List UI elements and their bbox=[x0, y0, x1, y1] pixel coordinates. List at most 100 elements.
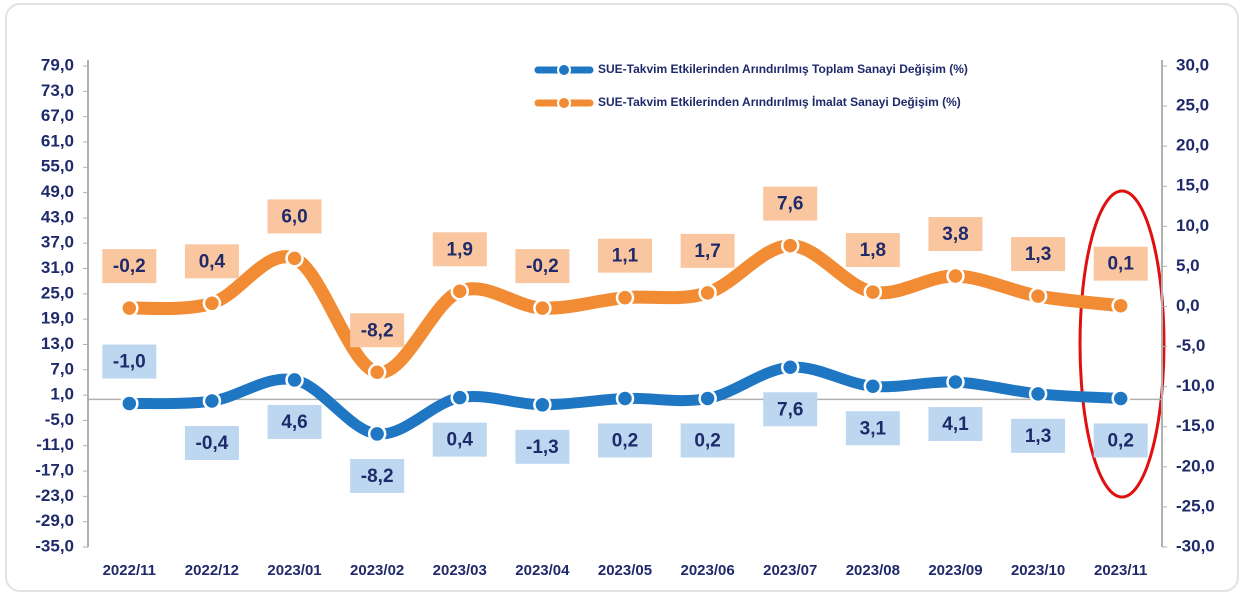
data-label: 4,6 bbox=[281, 412, 307, 433]
y2-tick-label: 25,0 bbox=[1176, 96, 1209, 115]
label-box bbox=[928, 217, 983, 252]
point bbox=[1111, 296, 1130, 315]
y-tick-label: 25,0 bbox=[41, 283, 74, 302]
label-box bbox=[184, 426, 239, 461]
point bbox=[367, 362, 387, 382]
label-box bbox=[680, 423, 735, 458]
y-tick-label: 55,0 bbox=[41, 157, 74, 176]
point bbox=[863, 282, 883, 302]
data-label: 6,0 bbox=[281, 206, 307, 227]
y2-tick-label: -5,0 bbox=[1176, 336, 1205, 355]
point bbox=[780, 358, 800, 377]
y-tick-label: 31,0 bbox=[41, 258, 74, 277]
y-tick-label: 7,0 bbox=[50, 359, 74, 378]
x-tick-label: 2023/09 bbox=[928, 562, 982, 579]
point bbox=[120, 298, 139, 318]
y-tick-label: 19,0 bbox=[41, 309, 74, 328]
data-label: 1,7 bbox=[694, 241, 720, 262]
point bbox=[698, 389, 717, 408]
data-label: 3,8 bbox=[942, 224, 968, 245]
data-label: 1,8 bbox=[860, 240, 886, 261]
y2-tick-label: -25,0 bbox=[1176, 496, 1215, 515]
label-box bbox=[763, 186, 818, 221]
data-label: 0,4 bbox=[199, 251, 226, 272]
point bbox=[120, 394, 139, 413]
y-tick-label: 61,0 bbox=[41, 131, 74, 150]
data-label: 1,3 bbox=[1025, 426, 1051, 447]
label-box bbox=[1011, 237, 1066, 272]
x-tick-label: 2023/05 bbox=[598, 562, 652, 579]
y2-tick-label: -15,0 bbox=[1176, 416, 1215, 435]
y-tick-label: 37,0 bbox=[41, 233, 74, 252]
point bbox=[533, 298, 552, 318]
data-label: 7,6 bbox=[777, 399, 803, 420]
y-tick-label: 1,0 bbox=[50, 385, 74, 404]
y-tick-label: 13,0 bbox=[41, 334, 74, 353]
point bbox=[1028, 384, 1048, 404]
label-box bbox=[350, 313, 405, 348]
label-box bbox=[1011, 418, 1066, 453]
y-tick-label: 43,0 bbox=[41, 207, 74, 226]
y-tick-label: -11,0 bbox=[36, 435, 74, 454]
x-tick-label: 2023/07 bbox=[763, 562, 817, 579]
point bbox=[285, 370, 304, 390]
x-tick-label: 2023/08 bbox=[846, 562, 900, 579]
point bbox=[533, 395, 552, 415]
y2-tick-label: 0,0 bbox=[1176, 296, 1200, 315]
data-label: 0,2 bbox=[1107, 430, 1133, 451]
y-tick-label: -5,0 bbox=[45, 410, 74, 429]
label-box bbox=[680, 233, 735, 268]
y-tick-label: 49,0 bbox=[41, 182, 74, 201]
x-tick-label: 2023/06 bbox=[680, 562, 734, 579]
point bbox=[615, 288, 635, 307]
y-tick-label: 79,0 bbox=[41, 55, 74, 74]
y2-tick-label: -20,0 bbox=[1176, 456, 1215, 475]
y-tick-label: -29,0 bbox=[35, 511, 74, 530]
point bbox=[202, 294, 222, 313]
label-box bbox=[845, 233, 900, 268]
data-label: -0,2 bbox=[113, 256, 146, 277]
point bbox=[698, 283, 717, 303]
point bbox=[1028, 286, 1048, 306]
label-box bbox=[102, 249, 157, 284]
x-tick-label: 2023/11 bbox=[1094, 562, 1147, 579]
legend-label: SUE-Takvim Etkilerinden Arındırılmış İma… bbox=[598, 94, 961, 109]
data-label: -1,0 bbox=[113, 352, 146, 373]
y-tick-label: 67,0 bbox=[41, 106, 74, 125]
label-box bbox=[184, 244, 239, 279]
point bbox=[863, 376, 883, 396]
label-box bbox=[515, 429, 570, 464]
data-label: -8,2 bbox=[361, 320, 394, 341]
point bbox=[450, 282, 470, 301]
y-tick-label: 73,0 bbox=[41, 81, 74, 100]
data-label: 3,1 bbox=[860, 418, 887, 439]
data-label: 0,1 bbox=[1107, 254, 1134, 275]
data-label: 0,4 bbox=[447, 430, 474, 451]
data-label: 1,1 bbox=[612, 246, 639, 267]
label-box bbox=[845, 411, 900, 446]
data-label: -8,2 bbox=[361, 466, 394, 487]
label-box bbox=[598, 423, 652, 458]
data-label: 4,1 bbox=[942, 414, 969, 435]
y-tick-label: -23,0 bbox=[35, 486, 74, 505]
x-tick-label: 2023/02 bbox=[350, 562, 404, 579]
legend-marker bbox=[557, 96, 571, 110]
label-box bbox=[763, 392, 818, 427]
label-box bbox=[432, 232, 487, 267]
point bbox=[367, 424, 387, 444]
point bbox=[1111, 389, 1130, 408]
x-tick-label: 2023/03 bbox=[433, 562, 487, 579]
highlight-ellipse bbox=[1078, 189, 1166, 499]
y2-tick-label: -10,0 bbox=[1176, 376, 1215, 395]
point bbox=[946, 266, 965, 286]
label-box bbox=[350, 458, 405, 493]
label-box bbox=[515, 249, 570, 284]
point bbox=[450, 388, 470, 407]
label-box bbox=[598, 238, 652, 273]
data-label: -0,2 bbox=[526, 256, 559, 277]
data-label: 0,2 bbox=[612, 430, 638, 451]
x-tick-label: 2023/01 bbox=[267, 562, 321, 579]
y2-tick-label: 30,0 bbox=[1176, 55, 1209, 74]
point bbox=[946, 372, 965, 392]
